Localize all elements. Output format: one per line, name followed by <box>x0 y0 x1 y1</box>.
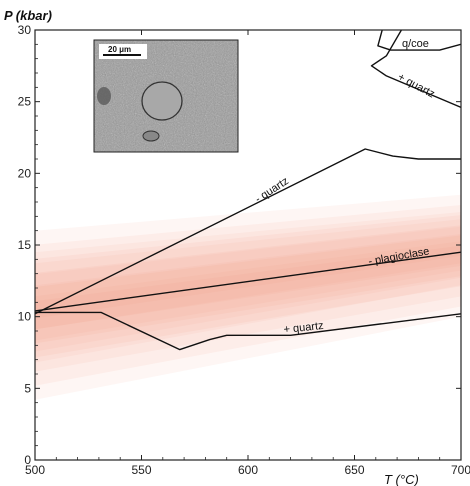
inclusion-grain <box>141 81 183 121</box>
phase-line-0 <box>35 148 461 315</box>
y-tick-label-0: 0 <box>24 453 31 467</box>
phase-line-2 <box>35 311 461 351</box>
pt-band-outer-4 <box>35 235 461 344</box>
pt-band-outer-3 <box>35 225 461 358</box>
pt-band-outer-0 <box>35 194 461 400</box>
x-axis-title: T (°C) <box>384 472 419 486</box>
pt-band-inner-2 <box>35 226 461 341</box>
x-tick-label-600: 600 <box>238 463 258 477</box>
x-tick-label-550: 550 <box>131 463 151 477</box>
label-plus-quartz-upper: + quartz <box>396 71 437 100</box>
y-tick-label-20: 20 <box>18 166 32 180</box>
pt-band-outer-2 <box>35 215 461 372</box>
inclusion-small <box>142 130 160 142</box>
scale-bar <box>103 54 141 56</box>
x-tick-label-500: 500 <box>25 463 45 477</box>
x-tick-label-650: 650 <box>344 463 364 477</box>
y-tick-label-15: 15 <box>18 238 32 252</box>
x-tick-label-700: 700 <box>451 463 470 477</box>
y-tick-label-25: 25 <box>18 95 32 109</box>
micrograph-inset: 20 μm <box>93 39 239 153</box>
pt-band-inner-1 <box>35 219 461 352</box>
label-plus-quartz-lower: + quartz <box>283 320 324 336</box>
phase-line-1 <box>35 251 461 312</box>
label-minus-quartz: - quartz <box>253 175 291 205</box>
label-q-coe: q/coe <box>402 38 429 50</box>
pt-bands <box>35 194 461 400</box>
y-axis-title: P (kbar) <box>4 8 52 23</box>
y-tick-label-5: 5 <box>24 381 31 395</box>
y-tick-label-30: 30 <box>18 23 32 37</box>
phase-line-3 <box>377 30 461 51</box>
scale-bar-label: 20 μm <box>108 45 131 54</box>
pt-band-outer-1 <box>35 205 461 386</box>
pt-band-inner-0 <box>35 212 461 363</box>
phase-line-4 <box>370 30 461 109</box>
y-tick-label-10: 10 <box>18 310 32 324</box>
axis-ticks: 500 550 600 650 700 0 5 10 15 20 25 30 <box>18 23 470 477</box>
phase-lines <box>35 30 461 351</box>
pt-band-inner-4 <box>35 241 461 319</box>
